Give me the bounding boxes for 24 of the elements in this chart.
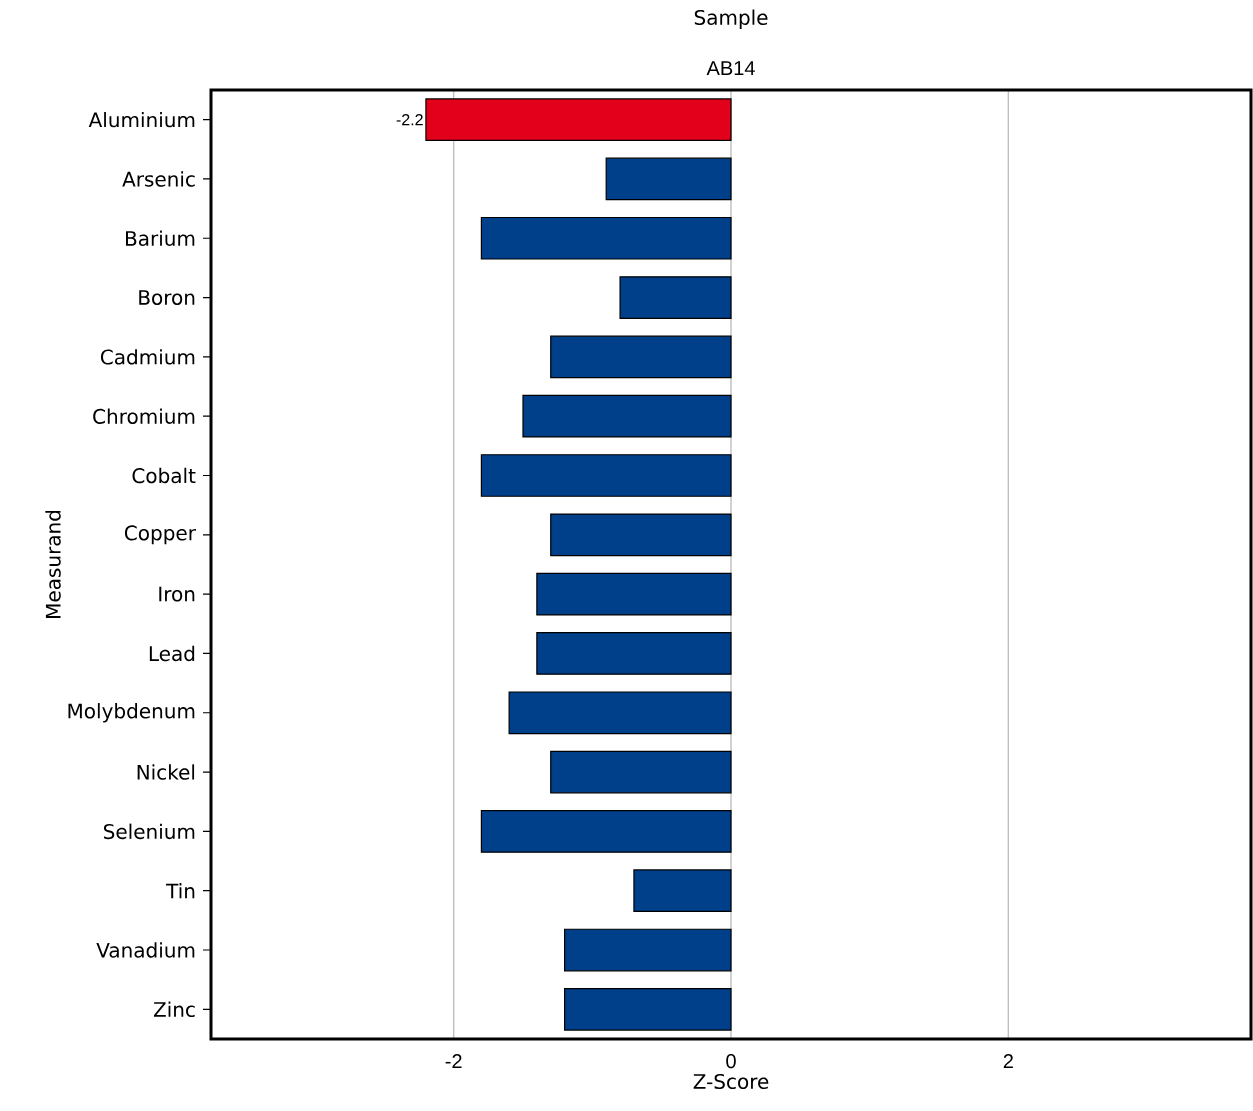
x-axis-title: Z-Score bbox=[693, 1073, 769, 1090]
x-tick-label: -2 bbox=[445, 1054, 462, 1069]
chart-subtitle: AB14 bbox=[706, 61, 755, 75]
y-tick-label: Iron bbox=[159, 586, 195, 602]
y-tick-label: Tin bbox=[166, 883, 195, 899]
y-tick-label: Arsenic bbox=[122, 171, 195, 187]
y-tick-label: Cobalt bbox=[132, 467, 196, 484]
chart-title: Sample bbox=[694, 9, 768, 29]
x-tick-label: 2 bbox=[1003, 1054, 1013, 1069]
y-tick-label: Molybdenum bbox=[68, 703, 195, 723]
y-tick-label: Zinc bbox=[153, 1001, 195, 1018]
y-axis-title: Measurand bbox=[45, 510, 61, 618]
y-tick-label: Boron bbox=[139, 290, 195, 305]
y-tick-label: Lead bbox=[149, 645, 195, 662]
y-tick-label: Copper bbox=[124, 525, 196, 545]
y-tick-label: Selenium bbox=[104, 823, 195, 840]
x-tick-label: 0 bbox=[726, 1054, 736, 1069]
y-tick-label: Chromium bbox=[93, 408, 195, 424]
y-tick-label: Cadmium bbox=[100, 349, 195, 365]
y-tick-label: Barium bbox=[126, 230, 195, 246]
y-tick-label: Vanadium bbox=[96, 942, 195, 958]
y-tick-label: Aluminium bbox=[88, 111, 195, 128]
data-label: -2.2 bbox=[396, 114, 423, 126]
y-tick-label: Nickel bbox=[137, 764, 195, 780]
